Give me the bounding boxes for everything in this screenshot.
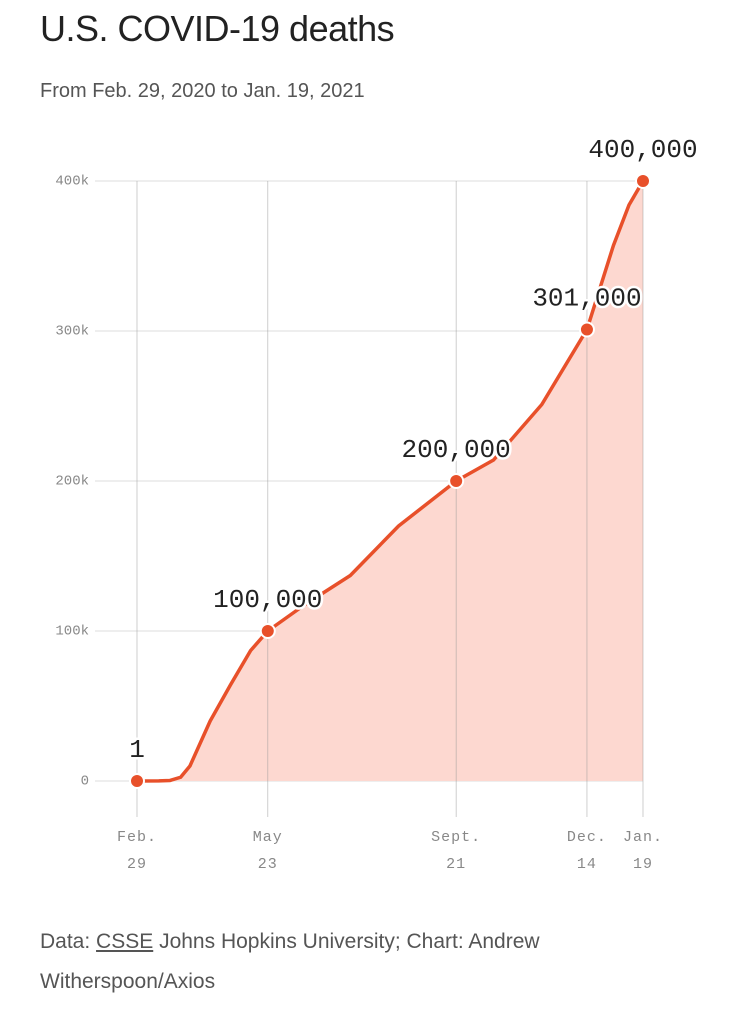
y-tick-label: 400k [55,174,89,190]
chart-title: U.S. COVID-19 deaths [40,8,395,49]
x-tick-label: Feb. 29 [116,829,157,873]
x-tick-label: May 23 [252,829,283,873]
y-tick-label: 100k [55,624,89,640]
chart-subtitle: From Feb. 29, 2020 to Jan. 19, 2021 [40,80,365,102]
highlight-point [635,173,651,189]
value-label: 400,000 [588,135,697,165]
x-tick-label: Jan. 19 [622,829,663,873]
source-link[interactable]: CSSE [96,930,154,953]
y-tick-label: 300k [55,324,89,340]
area [137,181,643,781]
highlight-point [259,623,276,639]
value-label: 301,000 [532,284,641,314]
value-label: 100,000 [213,585,322,615]
y-tick-label: 200k [55,474,89,490]
y-tick-label: 0 [81,774,89,790]
highlight-point [578,321,595,338]
value-label: 1 [129,735,145,765]
value-label: 200,000 [402,435,511,465]
source: Data: CSSE Johns Hopkins University; Cha… [40,922,640,1002]
x-tick-label: Sept. 21 [431,829,482,873]
source-label: Data: [40,930,91,953]
source-text: Johns Hopkins University; Chart: Andrew … [40,930,540,993]
highlight-point [448,473,465,489]
x-tick-label: Dec. 14 [566,829,607,873]
highlight-point [129,772,145,789]
